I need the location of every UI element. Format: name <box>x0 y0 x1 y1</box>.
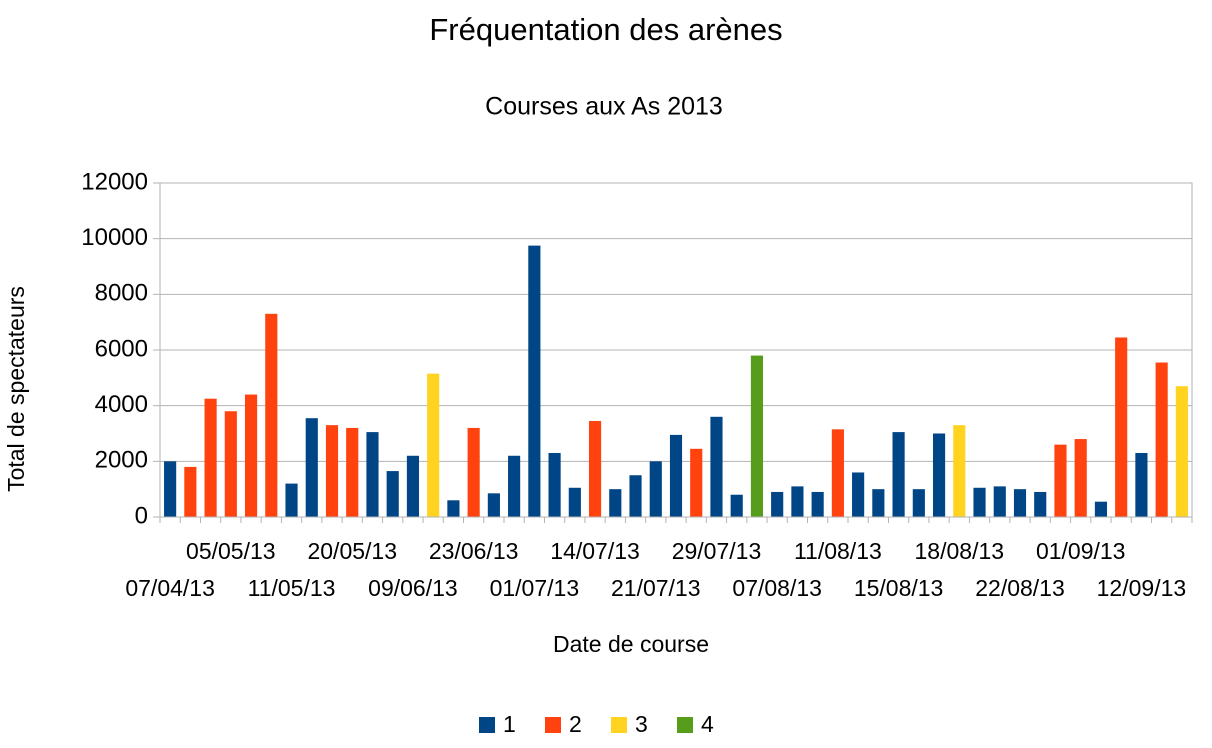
x-tick-label: 29/07/13 <box>672 538 762 564</box>
bar <box>224 411 237 517</box>
chart-subtitle: Courses aux As 2013 <box>485 93 723 121</box>
bar <box>912 489 925 517</box>
bar <box>669 434 683 517</box>
x-tick-label: 20/05/13 <box>307 538 397 564</box>
x-tick-label: 18/08/13 <box>915 538 1005 564</box>
bar <box>528 245 541 517</box>
y-tick-label: 6000 <box>95 335 148 362</box>
x-tick-label: 09/06/13 <box>368 575 458 601</box>
legend-label: 1 <box>503 711 516 737</box>
bar <box>1074 439 1087 517</box>
legend-label: 2 <box>569 711 582 737</box>
bar <box>1135 452 1148 517</box>
bar <box>366 432 379 517</box>
y-tick-label: 8000 <box>95 280 148 307</box>
bar <box>892 432 905 517</box>
x-tick-label: 01/09/13 <box>1036 538 1126 564</box>
x-tick-label: 14/07/13 <box>550 538 640 564</box>
bar <box>993 486 1006 517</box>
x-axis-title: Date de course <box>553 631 709 657</box>
y-axis-title: Total de spectateurs <box>3 286 29 492</box>
bar <box>467 427 480 517</box>
bar <box>588 420 602 517</box>
bar <box>244 394 258 517</box>
x-tick-label: 07/08/13 <box>732 575 822 601</box>
y-tick-label: 4000 <box>95 391 148 418</box>
x-tick-label: 15/08/13 <box>854 575 944 601</box>
legend-swatch <box>545 717 561 733</box>
bar <box>932 433 946 517</box>
bar <box>852 472 865 517</box>
x-tick-label: 01/07/13 <box>490 575 580 601</box>
x-tick-label: 21/07/13 <box>611 575 701 601</box>
x-tick-label: 07/04/13 <box>125 575 215 601</box>
bar <box>750 355 764 517</box>
legend-label: 3 <box>635 711 648 737</box>
y-tick-label: 10000 <box>81 224 148 251</box>
bar <box>730 494 743 517</box>
legend-swatch <box>479 717 495 733</box>
legend-swatch <box>611 717 627 733</box>
bar <box>1013 489 1027 517</box>
y-tick-label: 12000 <box>81 168 148 195</box>
bar <box>1155 362 1168 517</box>
bar <box>629 475 642 517</box>
y-tick-label: 2000 <box>95 447 148 474</box>
bar <box>346 427 359 517</box>
bar <box>1115 337 1128 517</box>
bar <box>953 425 966 517</box>
bar <box>1054 444 1067 517</box>
bar <box>204 398 217 517</box>
x-tick-label: 22/08/13 <box>975 575 1065 601</box>
x-tick-label: 23/06/13 <box>429 538 519 564</box>
bar <box>305 418 318 517</box>
bar <box>690 448 703 517</box>
bar <box>568 487 581 517</box>
bar <box>1094 501 1108 517</box>
bar <box>791 486 804 517</box>
legend-swatch <box>677 717 693 733</box>
bar <box>285 483 298 517</box>
bar <box>386 471 399 517</box>
bar <box>771 491 784 517</box>
bar <box>649 461 662 517</box>
bar <box>1034 491 1047 517</box>
bar <box>1175 386 1188 517</box>
bar <box>710 416 723 517</box>
bar <box>265 313 278 517</box>
bar <box>508 455 521 517</box>
y-tick-label: 0 <box>135 502 148 529</box>
bar <box>184 466 197 517</box>
x-tick-label: 12/09/13 <box>1097 575 1187 601</box>
chart-title: Fréquentation des arènes <box>429 12 782 47</box>
x-tick-label: 11/08/13 <box>794 538 882 564</box>
bar <box>609 489 622 517</box>
bar <box>872 489 885 517</box>
bar <box>164 461 177 517</box>
bar <box>325 425 339 517</box>
bar <box>447 500 460 517</box>
bar <box>831 429 844 517</box>
bar <box>811 491 824 517</box>
bar <box>406 455 420 517</box>
x-tick-label: 11/05/13 <box>248 575 336 601</box>
x-tick-label: 05/05/13 <box>186 538 276 564</box>
bar <box>427 373 440 517</box>
legend-label: 4 <box>701 711 714 737</box>
bar <box>973 487 986 517</box>
bar <box>548 452 561 517</box>
bar <box>487 493 500 517</box>
